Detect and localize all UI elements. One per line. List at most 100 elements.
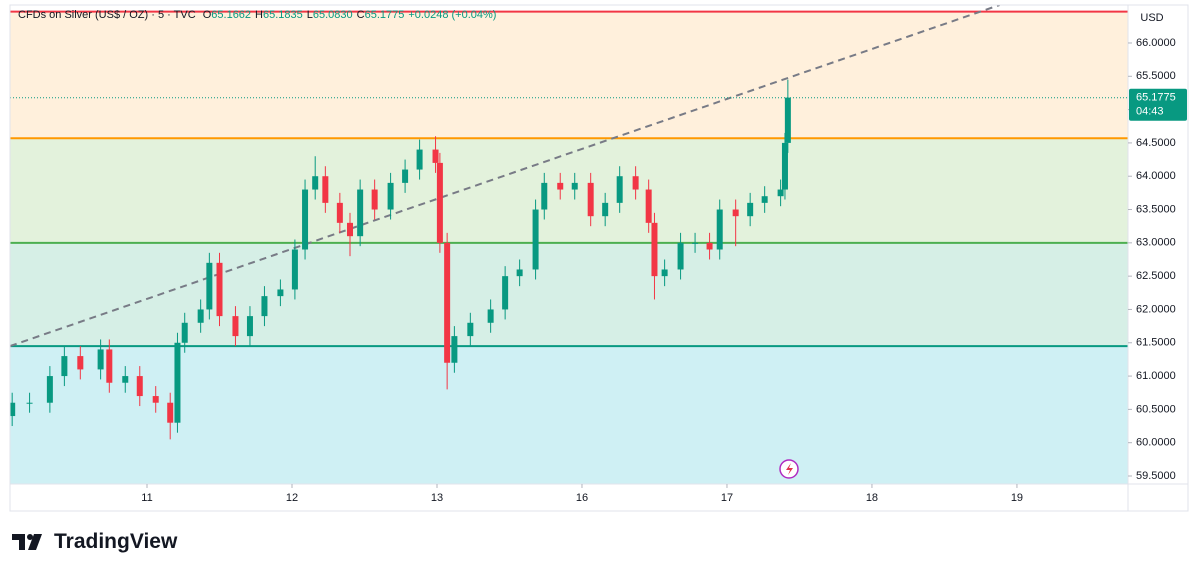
candle-body xyxy=(432,149,439,163)
candle-body xyxy=(616,176,623,203)
candle-body xyxy=(571,182,578,190)
candle-body xyxy=(557,182,564,190)
candle-body xyxy=(587,182,594,217)
ohlc-value: 65.1662 xyxy=(211,9,252,21)
y-tick-label: 66.0000 xyxy=(1136,37,1176,49)
ohlc-value: 65.1775 xyxy=(364,9,405,21)
candle-body xyxy=(645,189,652,223)
candle-body xyxy=(10,402,16,417)
candle-body xyxy=(291,249,298,290)
candle-body xyxy=(216,262,223,317)
x-tick-label: 12 xyxy=(286,492,298,504)
candle-body xyxy=(167,402,174,423)
event-bolt xyxy=(786,463,793,475)
candle-body xyxy=(602,202,609,217)
candle-body xyxy=(97,349,104,370)
candle-body xyxy=(136,376,143,397)
x-tick-label: 19 xyxy=(1011,492,1023,504)
zone xyxy=(10,242,1128,347)
candle-body xyxy=(371,189,378,210)
candle-body xyxy=(747,202,754,217)
candle-body xyxy=(106,349,113,383)
candle-body xyxy=(487,309,494,323)
candle-body xyxy=(174,342,181,423)
y-tick-label: 63.0000 xyxy=(1136,237,1176,249)
candle-body xyxy=(416,149,423,170)
candle-body xyxy=(716,209,723,250)
ohlc-value: 65.0830 xyxy=(312,9,353,21)
symbol: CFDs on Silver (US$ / OZ) · 5 · TVC xyxy=(18,9,196,21)
candle-body xyxy=(77,356,84,370)
zone xyxy=(10,346,1128,484)
y-tick-label: 61.0000 xyxy=(1136,370,1176,382)
candle-body xyxy=(246,316,253,337)
candle-body xyxy=(661,269,668,277)
ohlc-key: C xyxy=(356,9,365,21)
y-tick-label: 60.5000 xyxy=(1136,403,1176,415)
plot-area xyxy=(10,5,1128,484)
candle-body xyxy=(152,396,159,403)
candle-body xyxy=(26,402,33,404)
candle-body xyxy=(322,176,329,203)
candle-body xyxy=(261,296,268,317)
candle-body xyxy=(436,162,443,243)
ohlc-key: L xyxy=(306,9,313,21)
zone xyxy=(10,138,1128,243)
candle-body xyxy=(387,182,394,210)
y-tick-label: 62.5000 xyxy=(1136,270,1176,282)
price-tag-countdown: 04:43 xyxy=(1136,106,1164,118)
y-tick-label: 64.5000 xyxy=(1136,137,1176,149)
candle-body xyxy=(677,242,684,270)
candle-body xyxy=(312,176,319,190)
ohlc-key: H xyxy=(255,9,263,21)
candle-body xyxy=(357,189,364,237)
candle-body xyxy=(651,222,658,277)
candle-body xyxy=(732,209,739,217)
candle-body xyxy=(197,309,204,323)
candle-body xyxy=(541,182,548,210)
x-tick-label: 16 xyxy=(576,492,588,504)
legend: CFDs on Silver (US$ / OZ) · 5 · TVC O65.… xyxy=(18,9,500,21)
x-tick-label: 18 xyxy=(866,492,878,504)
logo[interactable]: TradingView xyxy=(12,530,177,554)
candle-body xyxy=(692,242,699,244)
candle-body xyxy=(232,316,239,337)
ohlc-key: O xyxy=(202,9,212,21)
candle-body xyxy=(302,189,309,250)
candle-body xyxy=(346,222,353,237)
x-tick-label: 11 xyxy=(141,492,152,504)
logo-mark xyxy=(12,534,42,550)
price-tag-value: 65.1775 xyxy=(1136,92,1176,104)
y-tick-label: 63.5000 xyxy=(1136,203,1176,215)
candle-body xyxy=(336,202,343,223)
candle-body xyxy=(467,322,474,337)
change: +0.0248 (+0.04%) xyxy=(408,9,497,21)
candle-body xyxy=(784,97,791,143)
candle-body xyxy=(781,142,788,190)
candle-body xyxy=(502,276,509,310)
candle-body xyxy=(632,176,639,190)
y-tick-label: 62.0000 xyxy=(1136,303,1176,315)
ohlc-value: 65.1835 xyxy=(263,9,303,21)
candle-body xyxy=(516,269,523,277)
candle-body xyxy=(451,336,458,363)
candle-body xyxy=(61,356,68,377)
candle-body xyxy=(46,376,53,403)
brand: TradingView xyxy=(54,530,178,553)
candle-body xyxy=(532,209,539,270)
y-tick-label: 61.5000 xyxy=(1136,337,1176,349)
candle-body xyxy=(761,196,768,203)
zone xyxy=(10,11,1128,139)
candle-body xyxy=(402,169,409,183)
y-tick-label: 64.0000 xyxy=(1136,170,1176,182)
x-tick-label: 13 xyxy=(431,492,443,504)
candle-body xyxy=(206,262,213,310)
candle-body xyxy=(181,322,188,343)
y-tick-label: 59.5000 xyxy=(1136,470,1176,482)
frame xyxy=(9,4,1189,512)
candle-body xyxy=(777,189,784,197)
candle-body xyxy=(122,376,129,383)
y-tick-label: 65.5000 xyxy=(1136,70,1176,82)
